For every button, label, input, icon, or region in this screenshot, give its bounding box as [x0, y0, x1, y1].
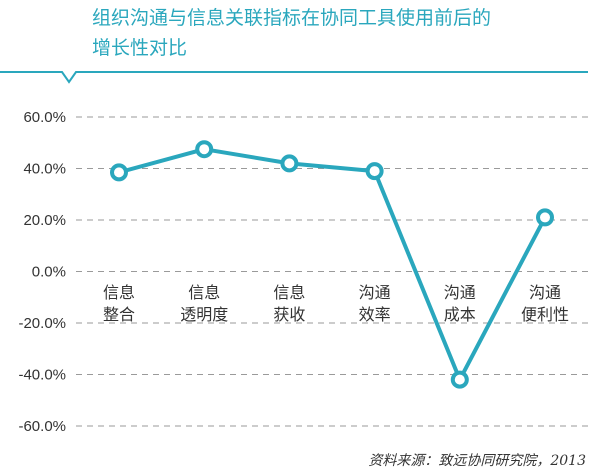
data-point — [365, 162, 384, 181]
data-point — [450, 370, 469, 389]
y-tick-label: 40.0% — [23, 161, 66, 178]
y-tick-label: 0.0% — [32, 264, 66, 281]
category-label-line: 效率 — [359, 305, 391, 324]
category-label-line: 信息 — [273, 283, 305, 302]
category-label-line: 便利性 — [521, 305, 569, 324]
y-axis-ticks: 60.0% 40.0% 20.0% 0.0% -20.0% -40.0% -60.0% — [18, 109, 66, 435]
category-label-line: 整合 — [103, 305, 135, 324]
category-label-line: 沟通 — [444, 283, 476, 302]
category-label-line: 成本 — [444, 305, 476, 324]
y-tick-label: -40.0% — [18, 367, 66, 384]
y-tick-label: 60.0% — [23, 109, 66, 126]
data-point — [195, 140, 214, 159]
category-label-line: 沟通 — [359, 283, 391, 302]
category-label-line: 信息 — [188, 283, 220, 302]
series-line — [117, 147, 547, 382]
category-label-line: 信息 — [103, 283, 135, 302]
series-line-group — [117, 147, 547, 382]
chart-title-line-2: 增长性对比 — [92, 37, 187, 59]
y-tick-label: -60.0% — [18, 418, 66, 435]
chart-title: 组织沟通与信息关联指标在协同工具使用前后的 增长性对比 — [92, 7, 491, 59]
y-tick-label: -20.0% — [18, 315, 66, 332]
data-point — [536, 208, 554, 227]
data-point — [280, 154, 299, 173]
title-underline-pointer — [0, 71, 588, 84]
category-label-line: 透明度 — [180, 305, 228, 324]
category-label-line: 沟通 — [529, 283, 561, 302]
series-points — [110, 140, 554, 389]
chart-title-line-1: 组织沟通与信息关联指标在协同工具使用前后的 — [92, 7, 491, 29]
y-tick-label: 20.0% — [23, 212, 66, 229]
source-note: 资料来源：致远协同研究院，2013 — [368, 453, 586, 469]
category-label-line: 获收 — [273, 305, 305, 324]
data-point — [110, 163, 128, 182]
